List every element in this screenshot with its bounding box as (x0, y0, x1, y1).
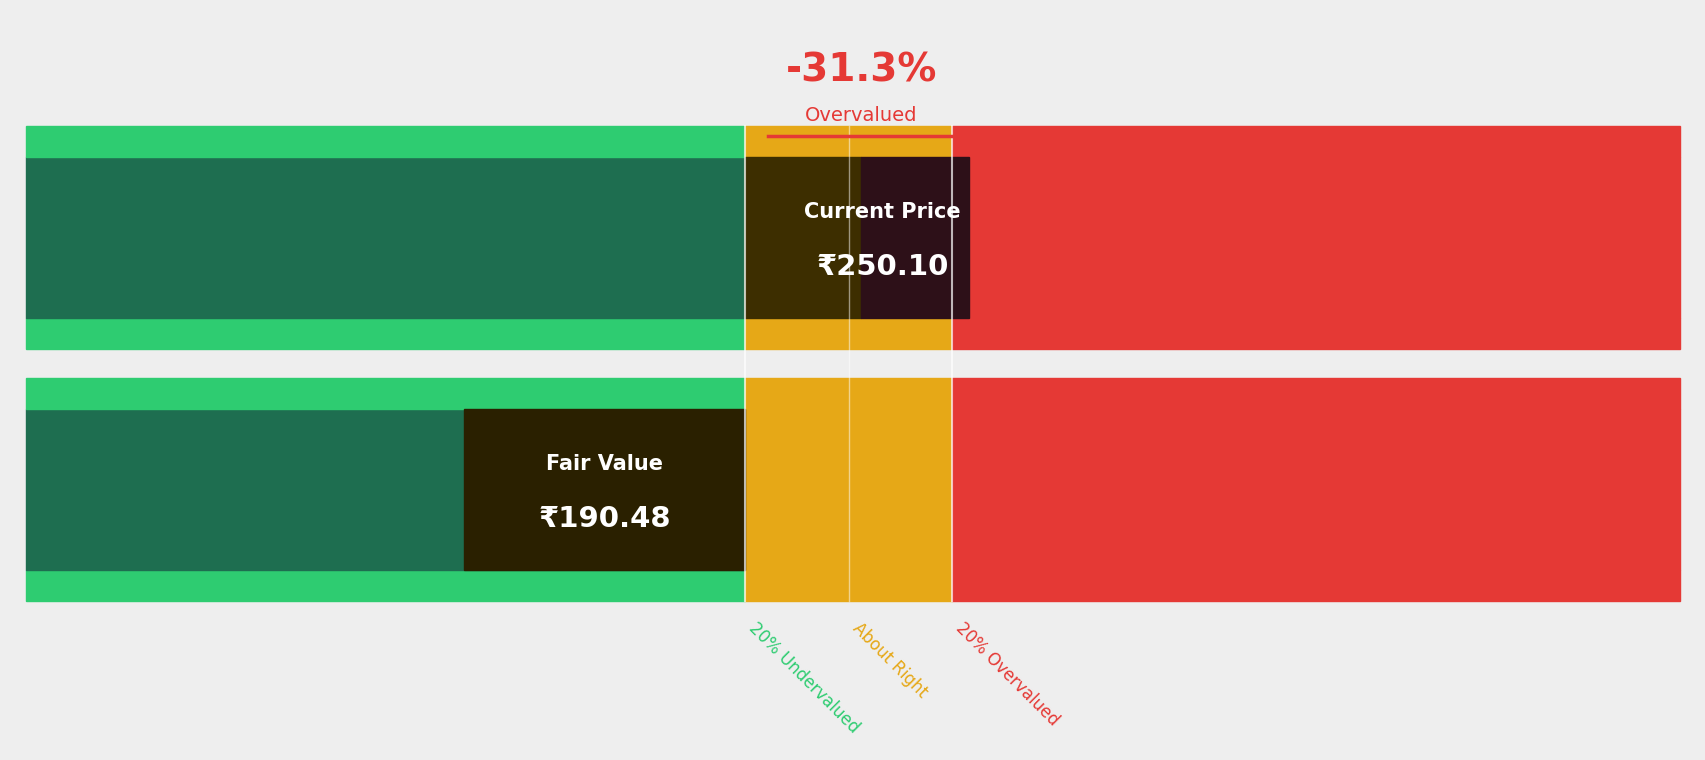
Bar (26, 571, 745, 601)
Bar (26, 126, 745, 157)
Bar (745, 409, 951, 571)
Bar (745, 157, 951, 318)
Text: ₹190.48: ₹190.48 (539, 505, 670, 533)
Text: -31.3%: -31.3% (786, 52, 936, 90)
Text: Overvalued: Overvalued (805, 106, 917, 125)
Bar (951, 409, 1679, 571)
Bar (745, 318, 951, 349)
Text: ₹250.10: ₹250.10 (817, 253, 948, 281)
Text: Fair Value: Fair Value (546, 454, 663, 474)
Bar (26, 409, 745, 571)
Bar (745, 378, 951, 409)
Bar (26, 157, 745, 318)
Bar (951, 157, 1679, 318)
Bar (745, 126, 951, 157)
Bar (745, 157, 861, 318)
Bar (26, 378, 745, 409)
Bar (951, 126, 1679, 157)
Bar (26, 318, 745, 349)
Text: 20% Undervalued: 20% Undervalued (745, 619, 863, 737)
Bar (861, 157, 968, 318)
Text: About Right: About Right (849, 619, 931, 701)
Text: 20% Overvalued: 20% Overvalued (951, 619, 1062, 730)
Bar (951, 571, 1679, 601)
Bar (951, 378, 1679, 409)
Text: Current Price: Current Price (805, 202, 960, 222)
Bar (745, 571, 951, 601)
Bar (951, 318, 1679, 349)
Bar (464, 409, 745, 571)
